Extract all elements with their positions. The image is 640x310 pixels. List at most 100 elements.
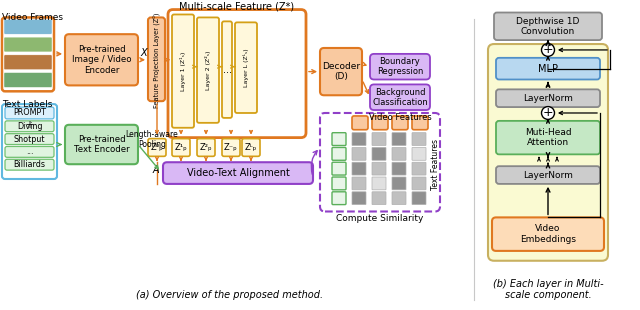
FancyBboxPatch shape xyxy=(372,192,386,205)
Text: Layer L (Zᴸₛ): Layer L (Zᴸₛ) xyxy=(243,48,249,87)
Text: Depthwise 1D
Convolution: Depthwise 1D Convolution xyxy=(516,17,580,36)
Text: Multi-scale Feature (Z*): Multi-scale Feature (Z*) xyxy=(179,2,294,11)
Text: Layer 2 (Z²ₛ): Layer 2 (Z²ₛ) xyxy=(205,51,211,90)
FancyBboxPatch shape xyxy=(492,217,604,251)
Text: (b) Each layer in Multi-
scale component.: (b) Each layer in Multi- scale component… xyxy=(493,279,604,300)
Text: Compute Similarity: Compute Similarity xyxy=(336,215,424,224)
FancyBboxPatch shape xyxy=(412,116,428,130)
FancyBboxPatch shape xyxy=(320,113,440,211)
Text: Video Frames: Video Frames xyxy=(2,12,63,21)
Text: Shotput: Shotput xyxy=(13,135,45,144)
FancyBboxPatch shape xyxy=(372,116,388,130)
FancyBboxPatch shape xyxy=(5,159,54,170)
FancyBboxPatch shape xyxy=(392,192,406,205)
FancyBboxPatch shape xyxy=(496,166,600,184)
FancyBboxPatch shape xyxy=(392,177,406,190)
FancyBboxPatch shape xyxy=(5,107,54,119)
FancyBboxPatch shape xyxy=(4,20,52,34)
Text: Pre-trained
Text Encoder: Pre-trained Text Encoder xyxy=(74,135,129,154)
FancyBboxPatch shape xyxy=(320,48,362,95)
Text: Z⁻ₚ: Z⁻ₚ xyxy=(224,143,238,152)
Circle shape xyxy=(541,107,554,119)
FancyBboxPatch shape xyxy=(332,192,346,205)
FancyBboxPatch shape xyxy=(65,125,138,164)
Text: Zᴸₚ: Zᴸₚ xyxy=(245,143,257,152)
Text: Decoder
(D): Decoder (D) xyxy=(322,62,360,81)
FancyBboxPatch shape xyxy=(494,12,602,40)
FancyBboxPatch shape xyxy=(4,55,52,70)
FancyBboxPatch shape xyxy=(332,133,346,145)
Text: Background
Classification: Background Classification xyxy=(372,87,428,107)
FancyBboxPatch shape xyxy=(5,121,54,132)
Text: Text Labels: Text Labels xyxy=(2,100,52,109)
FancyBboxPatch shape xyxy=(412,192,426,205)
Circle shape xyxy=(541,43,554,56)
FancyBboxPatch shape xyxy=(352,116,368,130)
Text: Feature Projection Layer (Z⁰): Feature Projection Layer (Z⁰) xyxy=(153,12,160,108)
Text: Length-aware
Pooling: Length-aware Pooling xyxy=(125,130,179,149)
FancyBboxPatch shape xyxy=(168,10,306,138)
Text: PROMPT: PROMPT xyxy=(13,108,46,117)
FancyBboxPatch shape xyxy=(412,177,426,190)
FancyBboxPatch shape xyxy=(496,58,600,79)
FancyBboxPatch shape xyxy=(496,89,600,107)
Text: Z¹ₚ: Z¹ₚ xyxy=(175,143,188,152)
FancyBboxPatch shape xyxy=(370,54,430,79)
FancyBboxPatch shape xyxy=(148,139,166,156)
FancyBboxPatch shape xyxy=(4,73,52,87)
Text: LayerNorm: LayerNorm xyxy=(523,94,573,103)
FancyBboxPatch shape xyxy=(372,177,386,190)
Text: ...: ... xyxy=(26,147,33,157)
FancyBboxPatch shape xyxy=(332,177,346,190)
FancyBboxPatch shape xyxy=(412,133,426,145)
FancyBboxPatch shape xyxy=(172,139,190,156)
FancyBboxPatch shape xyxy=(222,139,240,156)
Text: +: + xyxy=(543,43,554,56)
Text: Diving: Diving xyxy=(17,122,42,131)
FancyBboxPatch shape xyxy=(5,134,54,144)
FancyBboxPatch shape xyxy=(332,148,346,160)
Text: Z²ₚ: Z²ₚ xyxy=(200,143,212,152)
FancyBboxPatch shape xyxy=(412,162,426,175)
FancyBboxPatch shape xyxy=(412,148,426,160)
Text: Pre-trained
Image / Video
Encoder: Pre-trained Image / Video Encoder xyxy=(72,45,131,75)
FancyBboxPatch shape xyxy=(372,148,386,160)
Text: A: A xyxy=(153,165,159,175)
Text: (a) Overview of the proposed method.: (a) Overview of the proposed method. xyxy=(136,290,324,300)
FancyBboxPatch shape xyxy=(4,37,52,52)
Text: Z⁰ₚ: Z⁰ₚ xyxy=(150,143,163,152)
Text: +: + xyxy=(543,107,554,119)
Text: Boundary
Regression: Boundary Regression xyxy=(377,57,423,76)
FancyBboxPatch shape xyxy=(197,139,215,156)
Text: Video Features: Video Features xyxy=(369,113,431,122)
FancyBboxPatch shape xyxy=(242,139,260,156)
FancyBboxPatch shape xyxy=(222,21,232,118)
Text: MLP: MLP xyxy=(538,64,558,74)
FancyBboxPatch shape xyxy=(488,44,608,261)
FancyBboxPatch shape xyxy=(332,162,346,175)
FancyBboxPatch shape xyxy=(392,148,406,160)
FancyBboxPatch shape xyxy=(392,162,406,175)
Text: X: X xyxy=(141,48,147,58)
FancyBboxPatch shape xyxy=(65,34,138,86)
FancyBboxPatch shape xyxy=(352,177,366,190)
FancyBboxPatch shape xyxy=(2,17,54,91)
Text: Video
Embeddings: Video Embeddings xyxy=(520,224,576,244)
Text: Layer 1 (Z¹ₛ): Layer 1 (Z¹ₛ) xyxy=(180,51,186,91)
FancyBboxPatch shape xyxy=(352,192,366,205)
FancyBboxPatch shape xyxy=(352,133,366,145)
Text: Video-Text Alignment: Video-Text Alignment xyxy=(187,168,289,178)
Text: LayerNorm: LayerNorm xyxy=(523,170,573,179)
FancyBboxPatch shape xyxy=(392,116,408,130)
FancyBboxPatch shape xyxy=(392,133,406,145)
FancyBboxPatch shape xyxy=(372,133,386,145)
Text: Billiards: Billiards xyxy=(13,160,45,169)
FancyBboxPatch shape xyxy=(370,84,430,110)
FancyBboxPatch shape xyxy=(352,148,366,160)
FancyBboxPatch shape xyxy=(163,162,313,184)
FancyBboxPatch shape xyxy=(172,15,194,128)
FancyBboxPatch shape xyxy=(5,147,54,157)
FancyBboxPatch shape xyxy=(235,22,257,113)
Text: +: + xyxy=(26,120,33,130)
Text: ...: ... xyxy=(223,65,232,75)
